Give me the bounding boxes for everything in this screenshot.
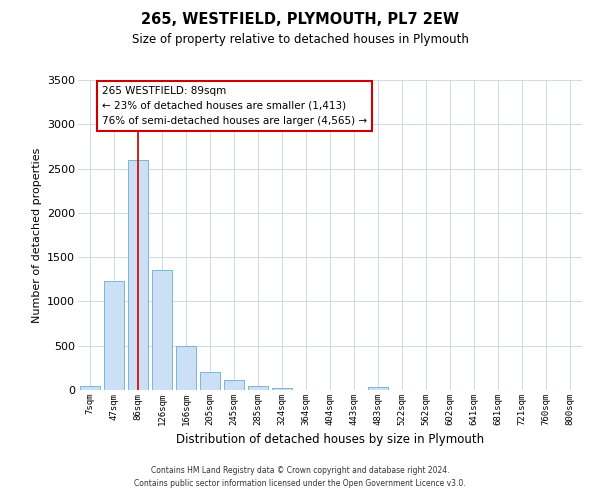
Text: 265 WESTFIELD: 89sqm
← 23% of detached houses are smaller (1,413)
76% of semi-de: 265 WESTFIELD: 89sqm ← 23% of detached h… (102, 86, 367, 126)
Bar (272, 388, 292, 390)
Bar (248, 386, 268, 390)
Bar (80, 386, 100, 390)
Text: Size of property relative to detached houses in Plymouth: Size of property relative to detached ho… (131, 32, 469, 46)
X-axis label: Distribution of detached houses by size in Plymouth: Distribution of detached houses by size … (176, 434, 484, 446)
Bar (200, 372, 220, 390)
Y-axis label: Number of detached properties: Number of detached properties (32, 148, 41, 322)
Bar (128, 160, 148, 390)
Bar (176, 346, 196, 390)
Bar (104, 281, 124, 390)
Bar (368, 388, 388, 390)
Bar (224, 380, 244, 390)
Text: Contains HM Land Registry data © Crown copyright and database right 2024.
Contai: Contains HM Land Registry data © Crown c… (134, 466, 466, 487)
Bar (152, 270, 172, 390)
Text: 265, WESTFIELD, PLYMOUTH, PL7 2EW: 265, WESTFIELD, PLYMOUTH, PL7 2EW (141, 12, 459, 28)
